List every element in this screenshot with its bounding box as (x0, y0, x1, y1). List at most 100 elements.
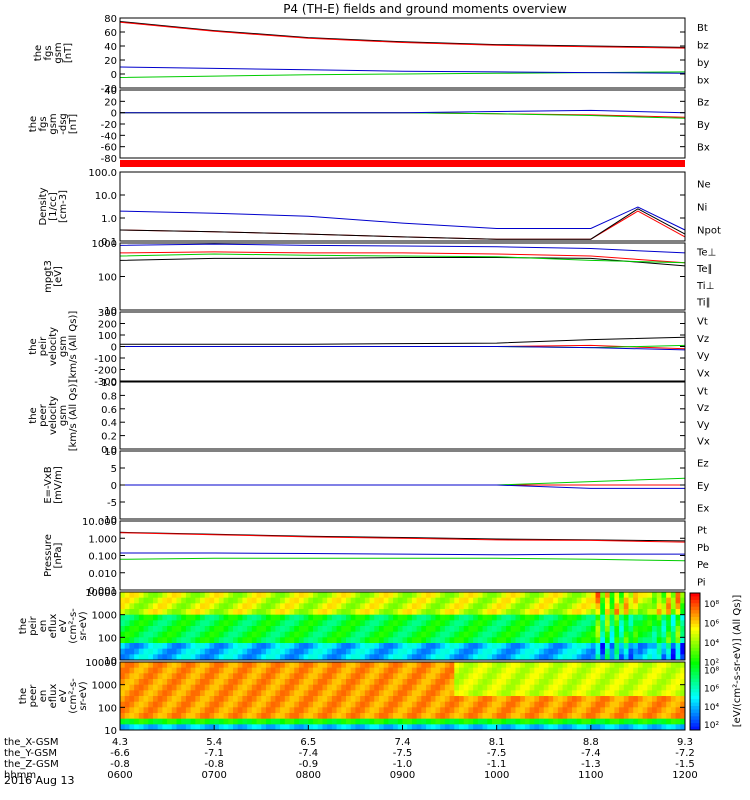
colorbar-cell (690, 623, 700, 628)
heatmap-cell (298, 643, 305, 650)
heatmap-cell (374, 696, 380, 703)
heatmap-cell (346, 701, 352, 708)
heatmap-cell (148, 724, 154, 731)
heatmap-cell (341, 637, 347, 644)
y-tick-label: 80 (104, 14, 117, 25)
heatmap-cell (280, 648, 286, 655)
y-axis-label: velocity (48, 396, 59, 435)
heatmap-cell (647, 662, 653, 669)
heatmap-cell (228, 713, 234, 720)
heatmap-cell (350, 631, 356, 638)
heatmap-cell (543, 701, 549, 708)
heatmap-cell (270, 667, 276, 674)
heatmap-cell (308, 684, 314, 691)
heatmap-cell (280, 592, 286, 599)
heatmap-cell (411, 654, 418, 661)
heatmap-cell (529, 654, 535, 661)
heatmap-cell (421, 620, 427, 627)
heatmap-cell (496, 597, 502, 604)
heatmap-cell (491, 679, 498, 686)
heatmap-cell (666, 592, 672, 599)
heatmap-cell (181, 724, 187, 731)
heatmap-cell (209, 707, 215, 714)
heatmap-cell (280, 724, 286, 731)
heatmap-cell (378, 654, 385, 661)
heatmap-cell (652, 620, 658, 627)
heatmap-cell (421, 690, 427, 697)
heatmap-cell (614, 684, 620, 691)
heatmap-cell (167, 662, 173, 669)
y-tick-label: -10 (101, 515, 117, 526)
heatmap-cell (656, 662, 662, 669)
heatmap-cell (209, 614, 215, 621)
heatmap-cell (491, 696, 498, 703)
heatmap-cell (670, 626, 677, 633)
heatmap-cell (562, 667, 568, 674)
heatmap-cell (430, 648, 436, 655)
heatmap-cell (331, 620, 338, 627)
heatmap-cell (604, 707, 611, 714)
heatmap-cell (430, 667, 436, 674)
heatmap-cell (609, 679, 615, 686)
heatmap-cell (661, 648, 667, 655)
heatmap-cell (520, 620, 526, 627)
heatmap-cell (501, 724, 507, 731)
heatmap-cell (642, 724, 648, 731)
heatmap-cell (642, 701, 648, 708)
heatmap-cell (256, 643, 262, 650)
heatmap-cell (604, 626, 611, 633)
heatmap-cell (200, 654, 206, 661)
heatmap-cell (218, 662, 225, 669)
heatmap-cell (265, 603, 272, 610)
y-axis-label: (cm²-s- (68, 608, 79, 644)
heatmap-cell (265, 643, 272, 650)
heatmap-cell (223, 626, 229, 633)
heatmap-cell (477, 609, 484, 616)
heatmap-cell (176, 667, 182, 674)
heatmap-cell (350, 592, 356, 599)
heatmap-cell (190, 679, 196, 686)
heatmap-cell (670, 696, 677, 703)
heatmap-cell (534, 662, 540, 669)
heatmap-cell (562, 684, 568, 691)
heatmap-cell (416, 643, 422, 650)
heatmap-cell (656, 620, 662, 627)
heatmap-cell (652, 679, 658, 686)
heatmap-cell (675, 603, 681, 610)
heatmap-cell (666, 597, 672, 604)
heatmap-cell (435, 679, 441, 686)
heatmap-cell (162, 690, 168, 697)
heatmap-cell (534, 631, 540, 638)
heatmap-cell (675, 637, 681, 644)
heatmap-cell (308, 679, 314, 686)
heatmap-cell (374, 614, 380, 621)
heatmap-cell (256, 707, 262, 714)
heatmap-cell (308, 609, 314, 616)
heatmap-cell (595, 662, 601, 669)
heatmap-cell (539, 614, 545, 621)
heatmap-cell (364, 643, 371, 650)
heatmap-cell (539, 609, 545, 616)
heatmap-cell (242, 637, 248, 644)
heatmap-cell (529, 592, 535, 599)
heatmap-cell (600, 701, 606, 708)
heatmap-cell (430, 609, 436, 616)
heatmap-cell (402, 724, 408, 731)
heatmap-cell (501, 667, 507, 674)
heatmap-cell (633, 603, 639, 610)
heatmap-cell (308, 620, 314, 627)
heatmap-cell (270, 603, 276, 610)
heatmap-cell (374, 597, 380, 604)
colorbar-cell (690, 593, 700, 597)
heatmap-cell (411, 603, 418, 610)
heatmap-cell (534, 654, 540, 661)
heatmap-cell (181, 673, 187, 680)
heatmap-cell (374, 684, 380, 691)
heatmap-cell (355, 648, 361, 655)
heatmap-cell (261, 597, 267, 604)
heatmap-cell (383, 724, 389, 731)
heatmap-cell (496, 684, 502, 691)
heatmap-cell (251, 648, 258, 655)
heatmap-cell (322, 701, 328, 708)
